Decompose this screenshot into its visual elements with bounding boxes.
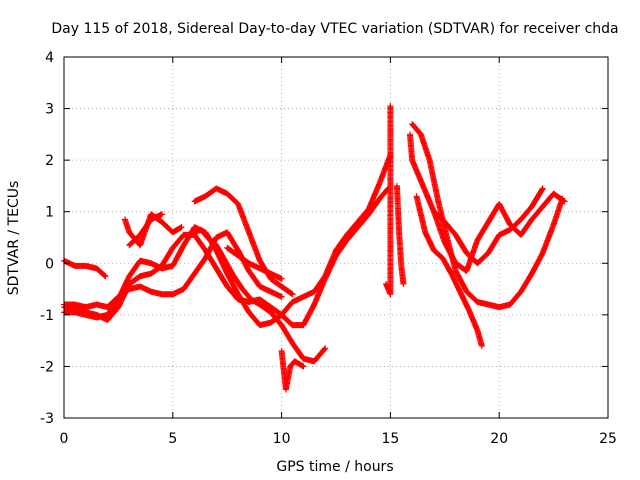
- series-arc6: [126, 211, 165, 249]
- data-point: [539, 185, 546, 192]
- data-point: [387, 102, 394, 109]
- data-point: [102, 273, 109, 280]
- data-points: [61, 102, 568, 393]
- data-point: [289, 291, 296, 298]
- plot-frame: [63, 56, 609, 419]
- y-tick-label: -3: [40, 411, 54, 427]
- y-tick-label: -2: [40, 359, 54, 375]
- series-arc1: [61, 257, 109, 280]
- data-point: [278, 275, 285, 282]
- x-tick-label: 10: [273, 431, 291, 447]
- x-tick-label: 5: [168, 431, 177, 447]
- data-point: [322, 345, 329, 352]
- y-tick-label: 4: [45, 50, 54, 66]
- chart-title: Day 115 of 2018, Sidereal Day-to-day VTE…: [51, 21, 618, 37]
- axis-ticks: [63, 56, 609, 419]
- x-axis-label: GPS time / hours: [276, 459, 393, 475]
- data-point: [559, 195, 566, 202]
- x-tick-label: 0: [60, 431, 69, 447]
- y-tick-label: 3: [45, 102, 54, 118]
- series-arc15: [413, 193, 485, 349]
- data-point: [478, 342, 485, 349]
- y-axis-label: SDTVAR / TECUs: [6, 181, 22, 296]
- data-point: [158, 211, 165, 218]
- series-arc9: [224, 244, 285, 282]
- tick-labels: 0 5 10 15 20 25 -3 -2 -1 0 1 2 3 4: [40, 50, 617, 447]
- series-arc12: [393, 182, 407, 287]
- data-point: [288, 290, 295, 297]
- x-tick-label: 15: [381, 431, 399, 447]
- data-point: [539, 186, 546, 193]
- series-arc10: [278, 347, 307, 393]
- series-arc16: [430, 185, 546, 267]
- data-point: [278, 293, 285, 300]
- y-tick-label: 1: [45, 205, 54, 221]
- data-point: [321, 346, 328, 353]
- data-point: [400, 280, 407, 287]
- data-point: [178, 224, 185, 231]
- y-tick-label: 2: [45, 153, 54, 169]
- y-tick-label: 0: [45, 256, 54, 272]
- series-arc3: [61, 151, 394, 329]
- x-tick-label: 20: [490, 431, 508, 447]
- data-point: [300, 363, 307, 370]
- y-tick-label: -1: [40, 308, 54, 324]
- series-arc14: [409, 121, 566, 311]
- data-point: [101, 272, 108, 279]
- series-arc4: [61, 229, 285, 311]
- series-arc11: [383, 102, 394, 298]
- series-arc7: [191, 226, 329, 365]
- x-tick-label: 25: [599, 431, 617, 447]
